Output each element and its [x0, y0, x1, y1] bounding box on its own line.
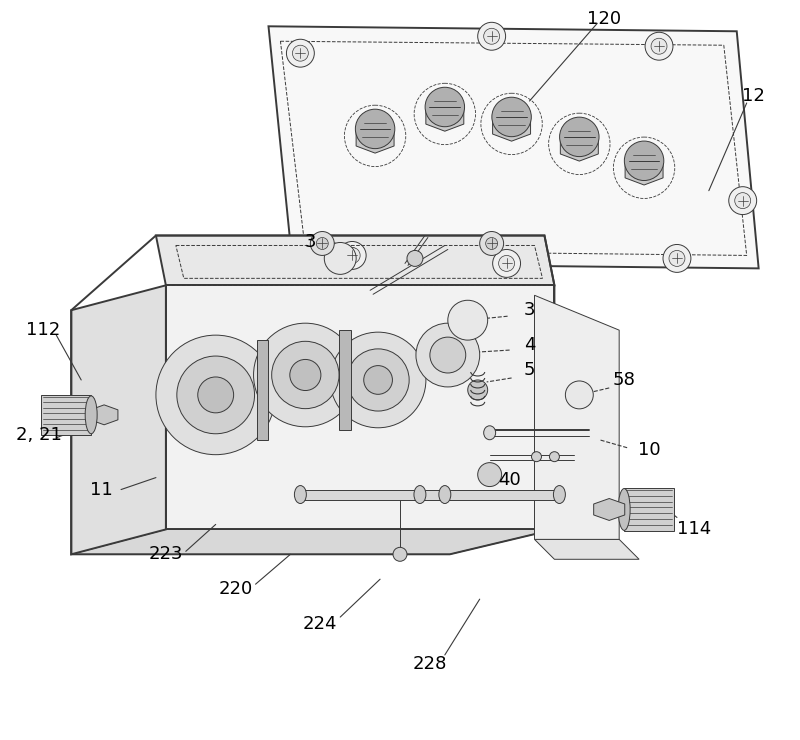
Text: 11: 11: [90, 480, 113, 499]
Text: 220: 220: [218, 580, 253, 598]
Polygon shape: [269, 27, 758, 269]
Circle shape: [478, 462, 502, 487]
Polygon shape: [534, 539, 639, 559]
Circle shape: [198, 377, 234, 413]
Polygon shape: [594, 499, 625, 520]
Text: 120: 120: [587, 10, 622, 28]
Text: 228: 228: [413, 655, 447, 673]
Polygon shape: [560, 132, 598, 161]
Polygon shape: [71, 529, 554, 554]
Circle shape: [338, 241, 366, 269]
Circle shape: [324, 243, 356, 275]
Polygon shape: [356, 124, 394, 153]
Text: 224: 224: [303, 615, 338, 633]
Ellipse shape: [554, 485, 566, 503]
Polygon shape: [257, 340, 269, 440]
Circle shape: [734, 192, 750, 209]
Circle shape: [651, 38, 667, 54]
Circle shape: [663, 244, 691, 272]
Polygon shape: [300, 490, 559, 500]
Circle shape: [430, 337, 466, 373]
Text: 112: 112: [26, 321, 61, 339]
Circle shape: [559, 117, 599, 157]
Circle shape: [480, 232, 504, 255]
Circle shape: [416, 323, 480, 387]
Circle shape: [425, 87, 465, 127]
Circle shape: [316, 238, 328, 249]
Ellipse shape: [439, 485, 451, 503]
Circle shape: [272, 341, 339, 408]
Circle shape: [156, 335, 275, 454]
Text: 3: 3: [524, 301, 535, 319]
Polygon shape: [426, 103, 464, 131]
Circle shape: [484, 28, 500, 44]
Circle shape: [468, 380, 488, 400]
Polygon shape: [339, 330, 351, 430]
Circle shape: [293, 45, 308, 61]
Text: 4: 4: [524, 336, 535, 354]
Ellipse shape: [550, 451, 559, 462]
Circle shape: [290, 360, 321, 391]
Ellipse shape: [414, 485, 426, 503]
Text: 3: 3: [305, 234, 316, 252]
Circle shape: [566, 381, 594, 409]
Circle shape: [624, 141, 664, 181]
Circle shape: [478, 22, 506, 50]
Circle shape: [254, 323, 357, 427]
Text: 114: 114: [677, 520, 711, 539]
Circle shape: [177, 356, 254, 434]
Circle shape: [669, 250, 685, 266]
Circle shape: [286, 39, 314, 67]
Circle shape: [486, 238, 498, 249]
Polygon shape: [625, 156, 663, 185]
Circle shape: [310, 232, 334, 255]
Circle shape: [344, 247, 360, 263]
Polygon shape: [156, 235, 554, 286]
Text: 5: 5: [524, 361, 535, 379]
Polygon shape: [71, 286, 166, 554]
Ellipse shape: [294, 485, 306, 503]
Text: 10: 10: [638, 441, 660, 459]
Ellipse shape: [484, 425, 496, 440]
Circle shape: [729, 186, 757, 215]
Circle shape: [448, 300, 488, 340]
Circle shape: [492, 97, 531, 137]
Text: 223: 223: [149, 545, 183, 563]
Circle shape: [355, 110, 395, 149]
Text: 58: 58: [613, 371, 635, 389]
Polygon shape: [624, 488, 674, 531]
Polygon shape: [90, 405, 118, 425]
Polygon shape: [166, 286, 554, 529]
Polygon shape: [534, 295, 619, 539]
Polygon shape: [493, 112, 530, 141]
Ellipse shape: [393, 548, 407, 561]
Ellipse shape: [85, 396, 97, 434]
Ellipse shape: [531, 451, 542, 462]
Circle shape: [407, 250, 423, 266]
Text: 12: 12: [742, 87, 765, 105]
Circle shape: [645, 33, 673, 60]
Circle shape: [498, 255, 514, 272]
Text: 40: 40: [498, 471, 521, 488]
Polygon shape: [42, 395, 91, 435]
Text: 2, 21: 2, 21: [17, 425, 62, 444]
Circle shape: [330, 332, 426, 428]
Circle shape: [493, 249, 521, 278]
Ellipse shape: [618, 488, 630, 531]
Circle shape: [364, 366, 393, 394]
Circle shape: [347, 349, 409, 411]
